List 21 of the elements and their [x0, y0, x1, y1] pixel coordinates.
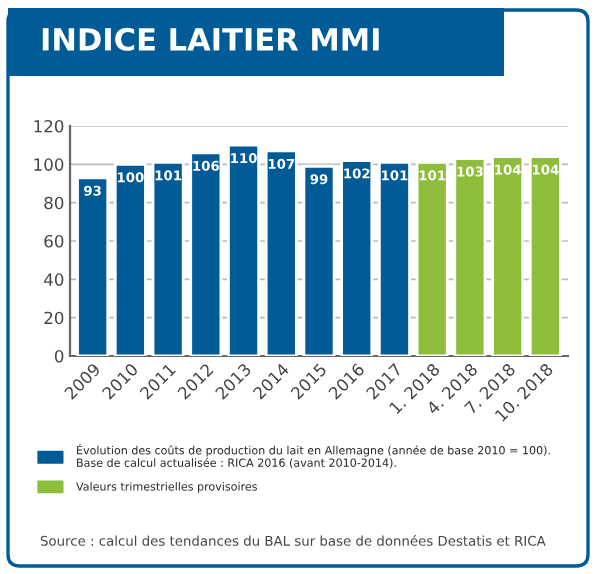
y-tick-label: 0	[54, 349, 64, 363]
bar	[415, 161, 449, 356]
y-tick-label: 120	[34, 119, 64, 133]
bar	[491, 155, 525, 356]
bar	[340, 159, 374, 356]
y-tick-label: 40	[44, 273, 64, 286]
y-tick-label: 100	[34, 158, 64, 171]
y-tick-label: 20	[44, 311, 64, 325]
bar	[302, 164, 336, 356]
bar	[264, 149, 298, 356]
bar	[189, 151, 223, 356]
bar	[453, 157, 487, 356]
bar	[151, 161, 185, 356]
bar	[377, 161, 411, 356]
bar	[227, 143, 261, 356]
chart-title: INDICE LAITIER MMI	[42, 27, 379, 51]
bar	[113, 162, 147, 356]
bar	[76, 176, 110, 356]
y-tick-label: 60	[44, 234, 64, 248]
bar	[528, 155, 562, 356]
y-tick-label: 80	[44, 196, 64, 210]
